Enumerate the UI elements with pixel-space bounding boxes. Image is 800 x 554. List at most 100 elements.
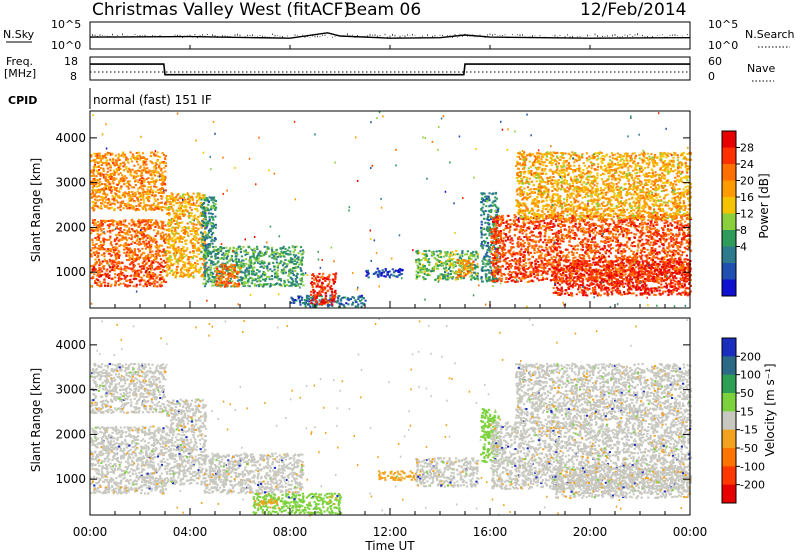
heatmap-cell: [154, 154, 157, 157]
heatmap-cell: [158, 255, 161, 258]
heatmap-cell: [121, 152, 124, 155]
heatmap-cell: [219, 248, 222, 251]
heatmap-cell: [182, 248, 185, 251]
heatmap-cell: [167, 225, 170, 228]
heatmap-cell: [97, 252, 100, 255]
heatmap-cell: [446, 278, 449, 281]
heatmap-cell: [227, 272, 230, 275]
heatmap-cell: [193, 217, 196, 220]
heatmap-cell: [226, 270, 229, 273]
heatmap-cell: [263, 283, 266, 286]
heatmap-cell: [212, 272, 215, 275]
heatmap-cell: [234, 259, 237, 262]
heatmap-cell: [496, 256, 499, 259]
heatmap-cell: [197, 216, 200, 218]
heatmap-cell: [153, 282, 156, 285]
heatmap-cell: [195, 223, 198, 226]
heatmap-cell: [201, 206, 204, 209]
heatmap-cell: [447, 260, 450, 263]
heatmap-cell: [191, 218, 194, 221]
heatmap-cell: [449, 262, 452, 265]
heatmap-cell: [556, 238, 559, 241]
heatmap-cell: [228, 272, 231, 275]
heatmap-cell: [168, 260, 171, 263]
heatmap-cell: [262, 260, 265, 263]
nsky-tick-top: 10^5: [51, 18, 81, 31]
heatmap-cell: [132, 186, 136, 189]
heatmap-cell: [137, 263, 140, 266]
heatmap-cell: [196, 192, 199, 195]
heatmap-cell: [283, 281, 286, 284]
heatmap-cell: [593, 258, 596, 261]
heatmap-cell: [447, 268, 451, 270]
heatmap-cell: [450, 264, 454, 267]
heatmap-cell: [135, 274, 139, 277]
heatmap-cell: [197, 204, 201, 207]
heatmap-cell: [122, 282, 125, 285]
heatmap-cell: [318, 272, 321, 275]
heatmap-cell: [167, 256, 170, 259]
nsearch-label: N.Search: [745, 28, 795, 41]
heatmap-cell: [114, 284, 117, 287]
heatmap-cell: [470, 274, 473, 277]
heatmap-cell: [225, 250, 228, 253]
heatmap-cell: [93, 179, 96, 182]
heatmap-cell: [105, 162, 108, 165]
heatmap-cell: [420, 268, 423, 271]
heatmap-cell: [140, 182, 143, 185]
heatmap-cell: [284, 271, 287, 274]
heatmap-cell: [174, 276, 177, 279]
heatmap-cell: [96, 156, 99, 159]
heatmap-cell: [280, 270, 283, 273]
heatmap-cell: [115, 221, 119, 224]
heatmap-cell: [290, 283, 293, 286]
heatmap-cell: [266, 246, 269, 249]
heatmap-cell: [183, 268, 186, 271]
heatmap-cell: [145, 262, 148, 265]
heatmap-cell: [465, 268, 468, 271]
heatmap-cell: [123, 192, 126, 195]
heatmap-cell: [90, 183, 93, 185]
heatmap-cell: [245, 258, 248, 261]
heatmap-cell: [660, 270, 663, 273]
heatmap-cell: [150, 268, 153, 271]
heatmap-cell: [299, 301, 302, 304]
heatmap-cell: [161, 176, 164, 179]
heatmap-cell: [186, 210, 189, 213]
heatmap-cell: [106, 261, 109, 264]
heatmap-cell: [143, 230, 147, 233]
heatmap-cell: [190, 262, 193, 265]
heatmap-cell: [140, 228, 144, 230]
heatmap-cell: [219, 282, 222, 285]
heatmap-cell: [485, 269, 488, 272]
heatmap-cell: [460, 270, 463, 273]
heatmap-cell: [490, 218, 493, 221]
heatmap-cell: [254, 274, 257, 276]
heatmap-cell: [127, 171, 130, 173]
heatmap-cell: [154, 235, 157, 237]
heatmap-cell: [122, 177, 125, 180]
heatmap-cell: [170, 230, 174, 232]
heatmap-cell: [557, 276, 561, 279]
heatmap-cell: [488, 255, 491, 258]
heatmap-cell: [137, 187, 140, 190]
heatmap-cell: [457, 274, 460, 277]
heatmap-cell: [161, 227, 164, 230]
heatmap-cell: [92, 201, 95, 204]
heatmap-cell: [684, 220, 687, 223]
heatmap-cell: [229, 258, 232, 261]
heatmap-cell: [286, 279, 289, 282]
heatmap-cell: [202, 195, 206, 198]
heatmap-cell: [91, 239, 94, 242]
heatmap-cell: [472, 260, 475, 263]
heatmap-cell: [192, 225, 195, 228]
heatmap-cell: [486, 249, 489, 252]
heatmap-cell: [214, 208, 217, 211]
heatmap-cell: [128, 279, 131, 282]
heatmap-cell: [146, 190, 149, 193]
heatmap-cell: [135, 172, 138, 175]
heatmap-cell: [214, 255, 217, 258]
heatmap-cell: [464, 253, 467, 256]
heatmap-cell: [278, 277, 281, 280]
heatmap-cell: [179, 212, 182, 215]
